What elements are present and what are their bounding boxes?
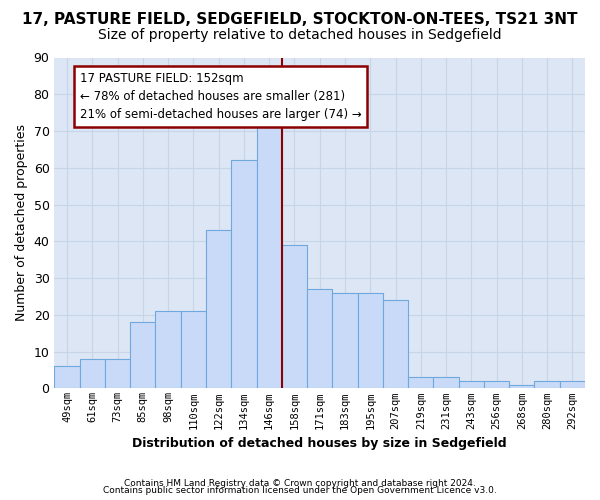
Bar [105, 359, 130, 388]
Bar [383, 300, 408, 388]
Bar [408, 378, 433, 388]
Text: 17, PASTURE FIELD, SEDGEFIELD, STOCKTON-ON-TEES, TS21 3NT: 17, PASTURE FIELD, SEDGEFIELD, STOCKTON-… [22, 12, 578, 28]
Bar [257, 128, 282, 388]
Bar [55, 366, 80, 388]
Bar [535, 381, 560, 388]
Bar [181, 311, 206, 388]
Bar [332, 293, 358, 388]
Bar [433, 378, 458, 388]
Text: Contains public sector information licensed under the Open Government Licence v3: Contains public sector information licen… [103, 486, 497, 495]
Bar [458, 381, 484, 388]
Bar [509, 384, 535, 388]
Bar [231, 160, 257, 388]
Text: 17 PASTURE FIELD: 152sqm
← 78% of detached houses are smaller (281)
21% of semi-: 17 PASTURE FIELD: 152sqm ← 78% of detach… [80, 72, 361, 121]
X-axis label: Distribution of detached houses by size in Sedgefield: Distribution of detached houses by size … [133, 437, 507, 450]
Bar [155, 311, 181, 388]
Bar [282, 245, 307, 388]
Bar [358, 293, 383, 388]
Bar [80, 359, 105, 388]
Bar [560, 381, 585, 388]
Bar [130, 322, 155, 388]
Bar [307, 289, 332, 388]
Y-axis label: Number of detached properties: Number of detached properties [15, 124, 28, 322]
Bar [206, 230, 231, 388]
Text: Size of property relative to detached houses in Sedgefield: Size of property relative to detached ho… [98, 28, 502, 42]
Text: Contains HM Land Registry data © Crown copyright and database right 2024.: Contains HM Land Registry data © Crown c… [124, 478, 476, 488]
Bar [484, 381, 509, 388]
